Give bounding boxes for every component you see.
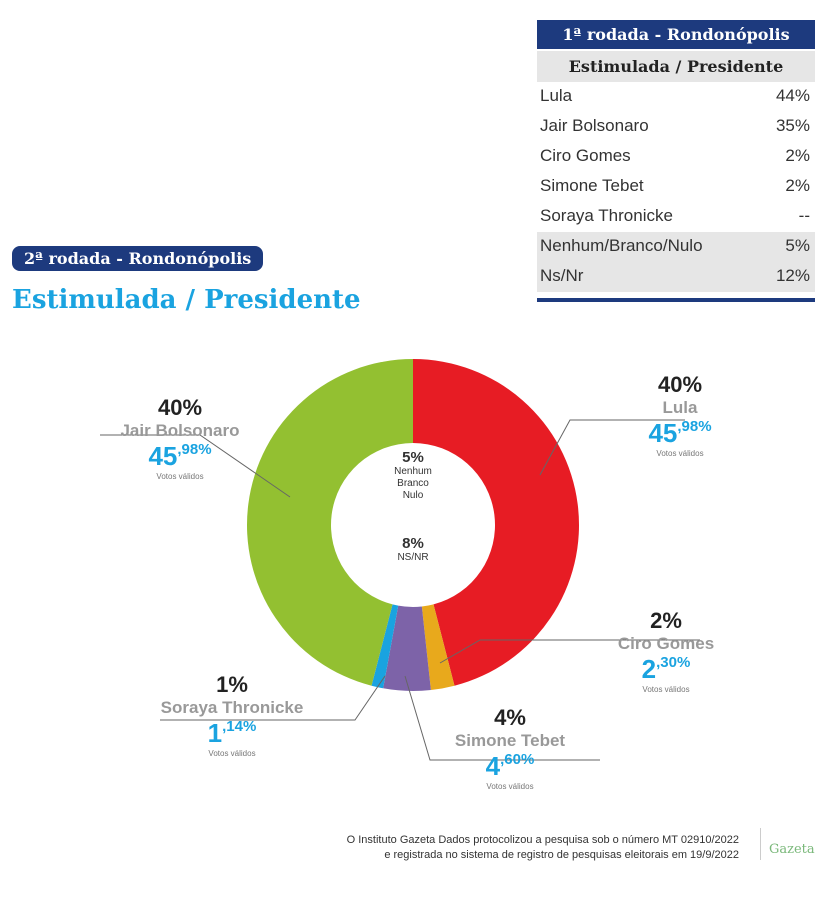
valid-label: Votos válidos	[642, 685, 690, 694]
row-value: 5%	[785, 236, 810, 255]
row-value: 44%	[775, 86, 810, 105]
valid-int: 45	[648, 418, 678, 448]
slice-jair-bolsonaro	[247, 359, 413, 686]
slice-percent: 40%	[657, 372, 703, 397]
table-row: Jair Bolsonaro 35%	[537, 112, 815, 142]
second-round-badge: 2ª rodada - Rondonópolis	[12, 246, 264, 271]
slice-valid: 4,60%	[430, 751, 590, 782]
slice-lula	[413, 359, 579, 686]
valid-int: 2	[641, 654, 657, 684]
footer-line2: e registrada no sistema de registro de p…	[384, 849, 739, 861]
valid-int: 4	[485, 751, 501, 781]
slice-name: Jair Bolsonaro	[120, 421, 240, 440]
slice-label: 40% Jair Bolsonaro 45,98% Votos válidos	[100, 395, 260, 481]
table-title: 1ª rodada - Rondonópolis	[537, 20, 815, 49]
nsnr-label: NS/NR	[397, 552, 429, 563]
gazeta-logo: Gazeta	[760, 828, 820, 860]
valid-dec: ,14%	[222, 718, 257, 735]
valid-dec: ,30%	[656, 654, 691, 671]
nulo-l3: Nulo	[402, 490, 424, 501]
slice-percent: 1%	[216, 672, 248, 697]
leader-line	[160, 675, 386, 721]
row-name: Jair Bolsonaro	[540, 116, 649, 135]
nsnr-pct: 8%	[402, 535, 424, 552]
row-name: Lula	[540, 86, 573, 105]
table-row: Lula 44%	[537, 82, 815, 112]
slice-percent: 40%	[157, 395, 203, 420]
slice-valid: 1,14%	[152, 718, 312, 749]
slice-valid: 45,98%	[600, 418, 760, 449]
row-name: Simone Tebet	[540, 176, 644, 195]
slice-name: Simone Tebet	[454, 731, 566, 750]
slice-label: 2% Ciro Gomes 2,30% Votos válidos	[586, 608, 746, 694]
nulo-pct: 5%	[402, 449, 424, 466]
row-name: Soraya Thronicke	[540, 206, 673, 225]
table-subtitle: Estimulada / Presidente	[537, 51, 815, 82]
footer-line1: O Instituto Gazeta Dados protocolizou a …	[346, 834, 739, 846]
slice-simone-tebet	[383, 605, 431, 691]
table-row: Ciro Gomes 2%	[537, 142, 815, 172]
leader-line	[404, 675, 600, 761]
leader-line	[100, 434, 291, 498]
chart-title: Estimulada / Presidente	[12, 285, 361, 315]
slice-percent: 2%	[650, 608, 682, 633]
valid-label: Votos válidos	[208, 749, 256, 758]
leader-line	[539, 419, 685, 476]
valid-dec: ,98%	[177, 441, 212, 458]
slice-valid: 45,98%	[100, 441, 260, 472]
valid-int: 1	[207, 718, 223, 748]
center-nulo: 5% Nenhum Branco Nulo	[373, 449, 453, 502]
valid-label: Votos válidos	[486, 782, 534, 791]
slice-label: 1% Soraya Thronicke 1,14% Votos válidos	[152, 672, 312, 758]
row-name: Ciro Gomes	[540, 146, 631, 165]
slice-name: Soraya Thronicke	[160, 698, 304, 717]
first-round-table: 1ª rodada - Rondonópolis Estimulada / Pr…	[537, 20, 815, 302]
leader-line	[439, 639, 700, 664]
row-value: 2%	[785, 146, 810, 165]
nulo-l1: Nenhum	[394, 466, 432, 477]
row-name: Ns/Nr	[540, 266, 584, 285]
slice-valid: 2,30%	[586, 654, 746, 685]
table-row: Soraya Thronicke --	[537, 202, 815, 232]
nulo-l2: Branco	[397, 478, 429, 489]
slice-name: Lula	[662, 398, 698, 417]
row-value: 2%	[785, 176, 810, 195]
center-nsnr: 8% NS/NR	[373, 535, 453, 564]
valid-dec: ,60%	[500, 751, 535, 768]
table-row: Nenhum/Branco/Nulo 5%	[537, 232, 815, 262]
table-row: Simone Tebet 2%	[537, 172, 815, 202]
valid-label: Votos válidos	[156, 472, 204, 481]
row-value: 35%	[775, 116, 810, 135]
table-row: Ns/Nr 12%	[537, 262, 815, 292]
slice-name: Ciro Gomes	[617, 634, 715, 653]
valid-int: 45	[148, 441, 178, 471]
valid-label: Votos válidos	[656, 449, 704, 458]
row-value: --	[798, 206, 810, 225]
footer-note: O Instituto Gazeta Dados protocolizou a …	[347, 833, 739, 863]
slice-label: 4% Simone Tebet 4,60% Votos válidos	[430, 705, 590, 791]
row-name: Nenhum/Branco/Nulo	[540, 236, 703, 255]
valid-dec: ,98%	[677, 418, 712, 435]
table-bottom-rule	[537, 298, 815, 302]
slice-soraya-thronicke	[371, 604, 399, 689]
slice-percent: 4%	[494, 705, 526, 730]
slice-label: 40% Lula 45,98% Votos válidos	[600, 372, 760, 458]
row-value: 12%	[775, 266, 810, 285]
slice-ciro-gomes	[421, 604, 455, 691]
